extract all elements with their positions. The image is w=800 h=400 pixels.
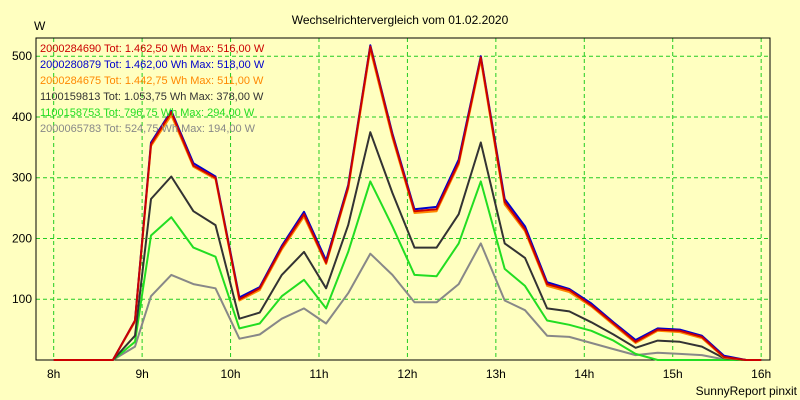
legend-entry-2000284690: 2000284690 Tot: 1.462,50 Wh Max: 516,00 … bbox=[40, 43, 265, 55]
chart-title: Wechselrichtervergleich vom 01.02.2020 bbox=[292, 13, 509, 27]
series-line-2000065783 bbox=[53, 242, 762, 361]
series-line-2000284690 bbox=[53, 45, 762, 361]
x-tick-label: 14h bbox=[574, 367, 594, 381]
tick-labels: 8h 9h 10h 11h 12h 13h 14h 15h 16h 100 200 300 400 500 bbox=[12, 49, 771, 381]
series-line-1100158753 bbox=[53, 180, 762, 361]
legend-entry-1100159813: 1100159813 Tot: 1.053,75 Wh Max: 378,00 … bbox=[40, 91, 264, 103]
y-tick-label: 500 bbox=[12, 49, 32, 63]
x-tick-label: 11h bbox=[309, 367, 328, 381]
legend-entry-2000284675: 2000284675 Tot: 1.442,75 Wh Max: 511,00 … bbox=[40, 75, 264, 87]
footer-label: SunnyReport pinxit bbox=[696, 384, 798, 398]
series-lines bbox=[53, 44, 762, 361]
legend-entry-2000280879: 2000280879 Tot: 1.462,00 Wh Max: 518,00 … bbox=[40, 59, 265, 71]
x-tick-label: 12h bbox=[397, 367, 417, 381]
x-tick-label: 10h bbox=[221, 367, 241, 381]
y-tick-label: 400 bbox=[12, 110, 32, 124]
legend: 2000284690 Tot: 1.462,50 Wh Max: 516,00 … bbox=[40, 43, 265, 135]
plot-frame bbox=[35, 37, 771, 361]
series-line-1100159813 bbox=[53, 131, 762, 361]
y-tick-label: 100 bbox=[12, 292, 32, 306]
legend-entry-2000065783: 2000065783 Tot: 524,75 Wh Max: 194,00 W bbox=[40, 123, 256, 135]
legend-entry-1100158753: 1100158753 Tot: 796,75 Wh Max: 294,00 W bbox=[40, 107, 255, 119]
x-tick-label: 8h bbox=[47, 367, 60, 381]
y-axis-label: W bbox=[34, 19, 46, 33]
axes bbox=[35, 37, 771, 361]
grid bbox=[36, 38, 770, 360]
x-tick-label: 9h bbox=[135, 367, 148, 381]
x-tick-label: 15h bbox=[663, 367, 683, 381]
x-tick-label: 16h bbox=[751, 367, 771, 381]
x-tick-label: 13h bbox=[486, 367, 506, 381]
y-tick-label: 200 bbox=[12, 231, 32, 245]
y-tick-label: 300 bbox=[12, 171, 32, 185]
